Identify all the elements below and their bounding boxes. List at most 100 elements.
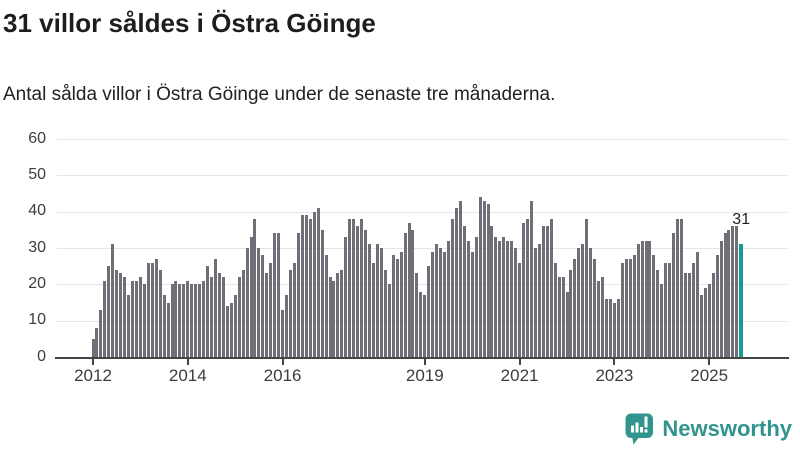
bar bbox=[549, 218, 553, 357]
newsworthy-logo-text: Newsworthy bbox=[662, 415, 792, 441]
bar bbox=[545, 226, 549, 357]
bar bbox=[466, 240, 470, 357]
bar bbox=[498, 240, 502, 357]
bar bbox=[407, 222, 411, 357]
bar bbox=[415, 273, 419, 357]
y-axis-label: 40 bbox=[28, 202, 46, 220]
bar bbox=[340, 269, 344, 357]
bar bbox=[194, 284, 198, 357]
bar bbox=[699, 295, 703, 357]
bar bbox=[162, 295, 166, 357]
bar bbox=[529, 200, 533, 357]
bar bbox=[95, 327, 99, 357]
bar bbox=[391, 255, 395, 357]
bar bbox=[166, 302, 170, 357]
bar bbox=[727, 229, 731, 357]
bar bbox=[308, 218, 312, 357]
bar bbox=[134, 280, 138, 357]
bar bbox=[123, 277, 127, 357]
bar bbox=[608, 298, 612, 357]
bar bbox=[557, 277, 561, 357]
bar bbox=[597, 280, 601, 357]
bar bbox=[265, 273, 269, 357]
bar bbox=[522, 222, 526, 357]
y-axis-label: 0 bbox=[37, 347, 46, 365]
newsworthy-logo: Newsworthy bbox=[624, 412, 792, 445]
bar bbox=[257, 248, 261, 357]
bar bbox=[553, 262, 557, 357]
bar bbox=[190, 284, 194, 357]
bar bbox=[589, 248, 593, 357]
bar bbox=[316, 208, 320, 357]
bar bbox=[127, 295, 131, 357]
bar bbox=[506, 240, 510, 357]
bar bbox=[360, 218, 364, 357]
bar bbox=[691, 262, 695, 357]
x-axis-tick bbox=[708, 359, 711, 365]
bar bbox=[652, 255, 656, 357]
bar bbox=[533, 248, 537, 357]
bar bbox=[273, 233, 277, 357]
bar bbox=[241, 269, 245, 357]
chart-title: 31 villor såldes i Östra Göinge bbox=[3, 8, 376, 38]
x-axis-tick bbox=[186, 359, 189, 365]
bar bbox=[687, 273, 691, 357]
bar bbox=[348, 218, 352, 357]
x-axis-label: 2023 bbox=[595, 366, 634, 385]
bar bbox=[352, 218, 356, 357]
bar bbox=[103, 280, 107, 357]
bar bbox=[186, 280, 190, 357]
bar bbox=[494, 237, 498, 357]
bar bbox=[636, 244, 640, 357]
x-axis-tick bbox=[423, 359, 426, 365]
bar bbox=[383, 269, 387, 357]
bar bbox=[648, 240, 652, 357]
bar bbox=[142, 284, 146, 357]
bar bbox=[585, 218, 589, 357]
y-axis-label: 20 bbox=[28, 274, 46, 292]
bar bbox=[356, 226, 360, 357]
bar bbox=[703, 287, 707, 357]
bar bbox=[537, 244, 541, 357]
bar bbox=[245, 248, 249, 357]
bar bbox=[387, 284, 391, 357]
y-axis-label: 30 bbox=[28, 238, 46, 256]
bar bbox=[719, 240, 723, 357]
bar bbox=[593, 258, 597, 357]
bar bbox=[399, 251, 403, 357]
bar bbox=[605, 298, 608, 357]
bar bbox=[131, 280, 134, 357]
bar bbox=[320, 229, 324, 357]
bar bbox=[660, 284, 664, 357]
bar bbox=[138, 277, 142, 357]
bar bbox=[312, 211, 316, 357]
bar bbox=[458, 200, 462, 357]
bar bbox=[403, 233, 407, 357]
bar bbox=[411, 229, 415, 357]
bar bbox=[237, 277, 241, 357]
bar bbox=[379, 248, 383, 357]
bar bbox=[632, 255, 636, 357]
newsworthy-speech-bubble-bar-chart-icon bbox=[625, 413, 654, 445]
bar bbox=[427, 266, 431, 357]
bar bbox=[174, 280, 178, 357]
bar bbox=[375, 244, 379, 357]
y-axis-label: 50 bbox=[28, 165, 46, 183]
bar bbox=[221, 277, 225, 357]
bar bbox=[300, 215, 304, 357]
bar bbox=[526, 218, 529, 357]
bar bbox=[569, 269, 573, 357]
bar bbox=[115, 269, 119, 357]
x-axis-line bbox=[55, 357, 789, 359]
bar bbox=[454, 208, 458, 357]
bar bbox=[502, 237, 506, 357]
bar bbox=[462, 226, 466, 357]
bar bbox=[640, 240, 644, 357]
bar bbox=[510, 240, 514, 357]
bar bbox=[217, 273, 221, 357]
gridline-30 bbox=[57, 248, 787, 249]
bar bbox=[150, 262, 154, 357]
bar bbox=[210, 277, 213, 357]
bar bbox=[261, 255, 265, 357]
bar bbox=[715, 255, 719, 357]
